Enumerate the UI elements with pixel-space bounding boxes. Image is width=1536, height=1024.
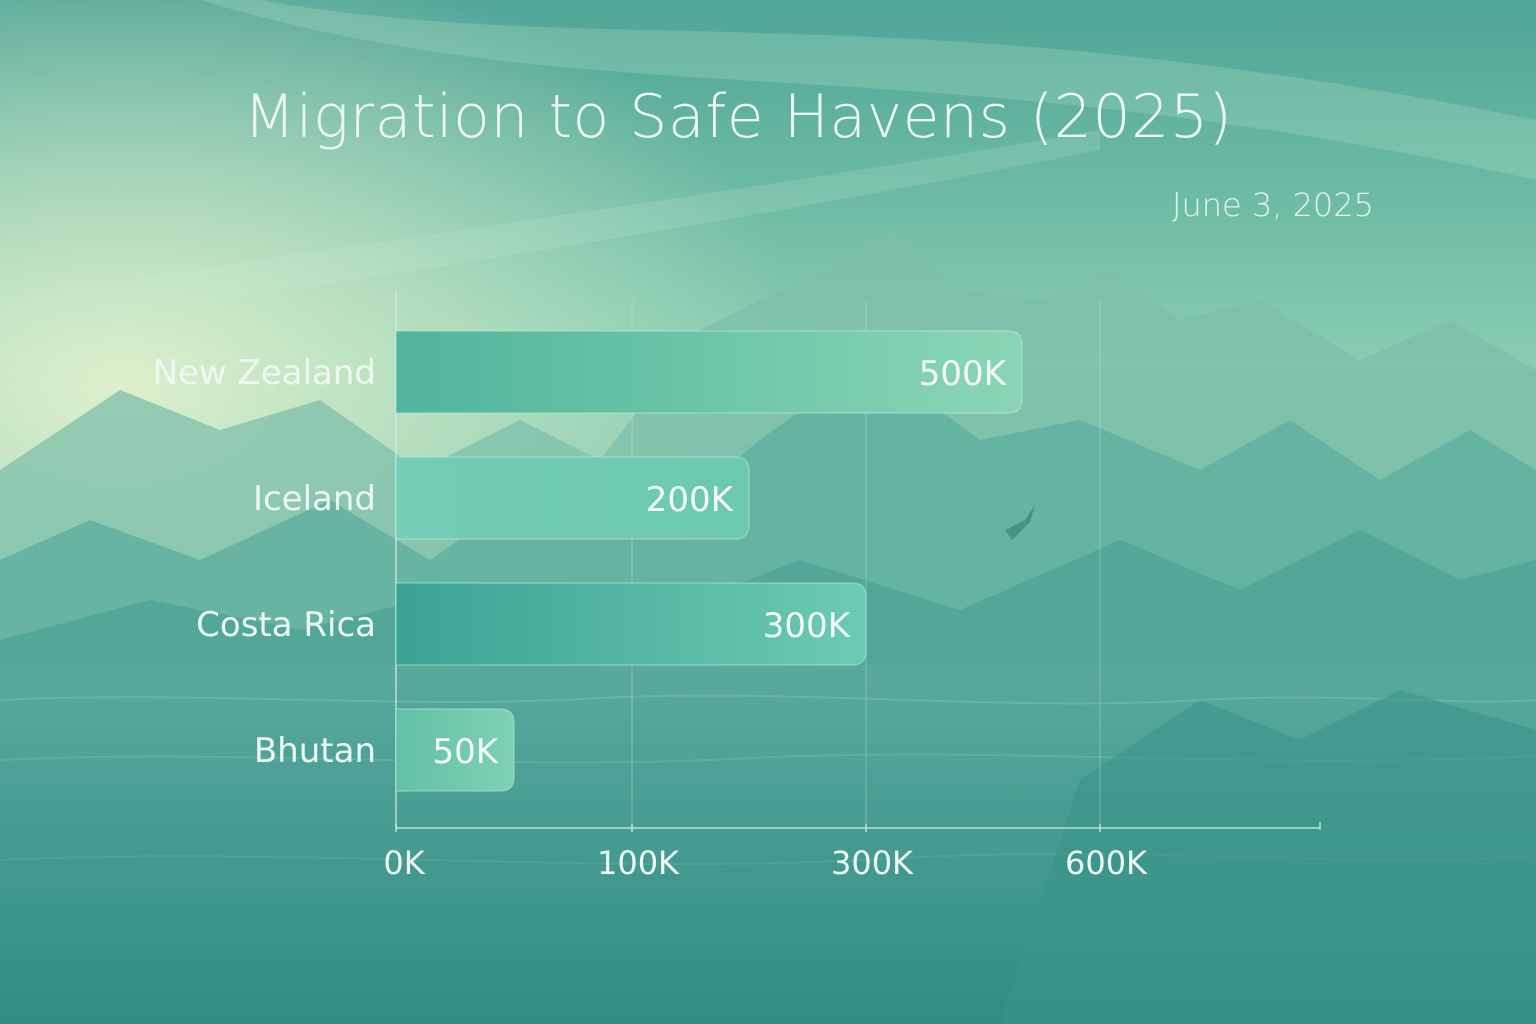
bar-value-label: 500K xyxy=(919,354,1008,394)
category-label: Costa Rica xyxy=(196,605,376,645)
category-label: New Zealand xyxy=(153,353,376,393)
category-label: Iceland xyxy=(253,479,376,519)
x-tick-label: 300K xyxy=(831,844,914,882)
chart-date: June 3, 2025 xyxy=(1172,186,1374,224)
bar xyxy=(395,582,867,666)
x-tick-label: 100K xyxy=(597,844,680,882)
chart-title: Migration to Safe Havens (2025) xyxy=(243,82,1233,152)
bar-value-label: 50K xyxy=(432,732,499,772)
bar xyxy=(395,456,750,540)
bar xyxy=(395,708,515,792)
category-label: Bhutan xyxy=(254,731,376,771)
bar-value-label: 200K xyxy=(646,480,735,520)
x-tick-label: 0K xyxy=(383,844,425,882)
bar xyxy=(395,330,1023,414)
bar-value-label: 300K xyxy=(763,606,852,646)
x-tick-label: 600K xyxy=(1065,844,1148,882)
